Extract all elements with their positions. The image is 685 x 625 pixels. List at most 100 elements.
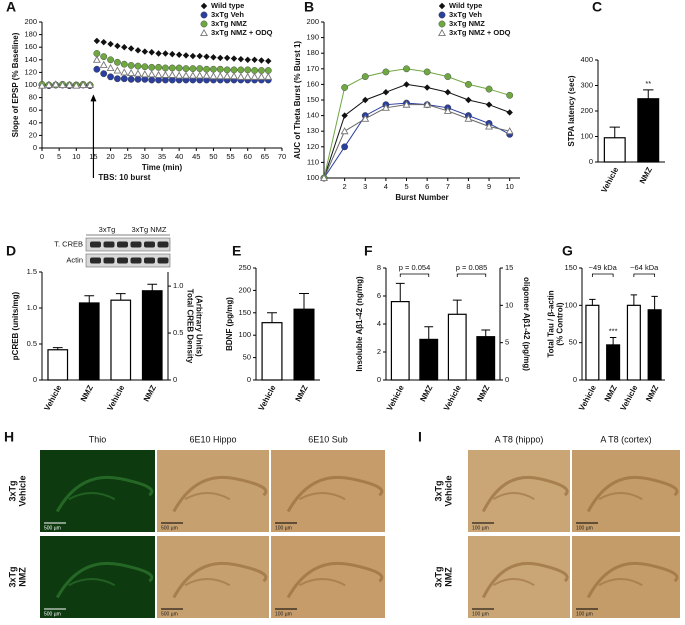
data-point (134, 62, 142, 70)
x-tick-label: NMZ (644, 384, 660, 404)
y-tick-label: 0 (173, 375, 177, 384)
data-point (114, 42, 121, 50)
data-point (443, 106, 452, 114)
x-tick-label: 55 (226, 152, 234, 161)
data-point (195, 71, 204, 79)
bar (390, 301, 410, 381)
legend-label: 3xTg Veh (449, 10, 482, 19)
data-point (106, 63, 115, 71)
data-point (265, 57, 272, 65)
axis-title: AUC of Theta Burst (% Burst 1) (293, 41, 302, 160)
micrograph (157, 536, 269, 618)
data-point (210, 65, 217, 73)
tissue-structure (286, 475, 384, 513)
data-point (403, 65, 410, 73)
y-tick-label: 1.5 (27, 267, 37, 276)
data-point (182, 52, 190, 59)
legend-marker (200, 28, 208, 37)
data-point (230, 55, 238, 62)
error-bar (589, 298, 596, 306)
x-tick-label: NMZ (638, 166, 654, 186)
x-tick-label: 50 (209, 152, 217, 161)
data-point (148, 49, 155, 56)
axis-title: (Arbitrary Units) (194, 295, 203, 357)
data-point (382, 68, 390, 76)
data-point (341, 143, 349, 151)
blot-row: T. CREB (54, 239, 83, 248)
x-tick-label: 4 (384, 182, 388, 191)
data-point (140, 70, 149, 78)
data-point (79, 80, 88, 89)
data-point (100, 53, 108, 61)
y-tick-label: 160 (24, 42, 37, 51)
error-bar (395, 282, 405, 302)
tissue-structure (299, 492, 346, 501)
tissue-structure (172, 561, 268, 599)
data-point (148, 63, 156, 71)
blot-band (130, 257, 142, 264)
y-tick-label: 40 (29, 118, 37, 127)
tissue-structure (172, 475, 268, 513)
y-tick-label: 200 (24, 17, 37, 26)
y-tick-label: 100 (24, 80, 37, 89)
y-tick-label: 0 (505, 375, 509, 384)
data-point (403, 81, 410, 88)
series-line (323, 104, 510, 179)
blot-band (144, 257, 155, 264)
data-point (188, 71, 197, 79)
x-tick-label: 8 (466, 182, 470, 191)
data-point (141, 48, 149, 55)
scale-bar-label: 100 µm (472, 525, 489, 531)
image-row-label: 3xTg (7, 480, 17, 501)
comparison-bracket (399, 273, 430, 277)
y-tick-label: 8 (377, 263, 381, 272)
bar (447, 313, 467, 381)
data-point (175, 71, 184, 79)
data-point (210, 54, 217, 61)
x-tick-label: NMZ (294, 384, 310, 404)
y-tick-label: 100 (306, 173, 319, 182)
bar (47, 349, 69, 381)
y-tick-label: 0 (247, 375, 251, 384)
bar (419, 338, 439, 381)
data-point (340, 127, 349, 135)
tissue-structure (598, 492, 643, 501)
blot-row: Actin (66, 255, 83, 264)
data-point (92, 55, 101, 63)
panel-letter: B (304, 0, 314, 15)
data-point (251, 56, 258, 63)
data-point (127, 62, 135, 69)
data-point (341, 84, 349, 91)
data-point (147, 70, 156, 78)
bar (585, 304, 600, 381)
x-tick-label: NMZ (603, 384, 619, 404)
bar (78, 302, 100, 381)
image-column-title: 6E10 Hippo (189, 434, 236, 444)
series-line (323, 83, 510, 179)
significance: *** (609, 326, 618, 335)
scale-bar-label: 500 µm (161, 525, 178, 531)
legend-marker (438, 11, 446, 19)
axis-title: Insoluble Aβ1-42 (ng/mg) (355, 276, 364, 372)
y-tick-label: 50 (243, 353, 251, 362)
data-point (134, 69, 142, 77)
bar (603, 137, 626, 163)
annotation: TBS: 10 burst (98, 173, 150, 182)
error-bar (643, 89, 654, 99)
image-row-label: NMZ (17, 567, 27, 587)
y-tick-label: 200 (306, 17, 319, 26)
x-tick-label: 20 (106, 152, 114, 161)
data-point (127, 45, 135, 52)
x-tick-label: 2 (343, 182, 347, 191)
series-line (323, 102, 510, 179)
tissue-structure (68, 492, 116, 501)
data-point (127, 75, 135, 83)
data-point (464, 114, 473, 122)
comparison-label: ~49 kDa (589, 263, 618, 272)
data-point (107, 73, 114, 81)
data-point (182, 65, 190, 73)
data-point (244, 66, 252, 74)
legend-label: 3xTg NMZ (449, 19, 485, 28)
y-tick-label: 0 (377, 375, 381, 384)
panel-letter: F (364, 243, 373, 259)
